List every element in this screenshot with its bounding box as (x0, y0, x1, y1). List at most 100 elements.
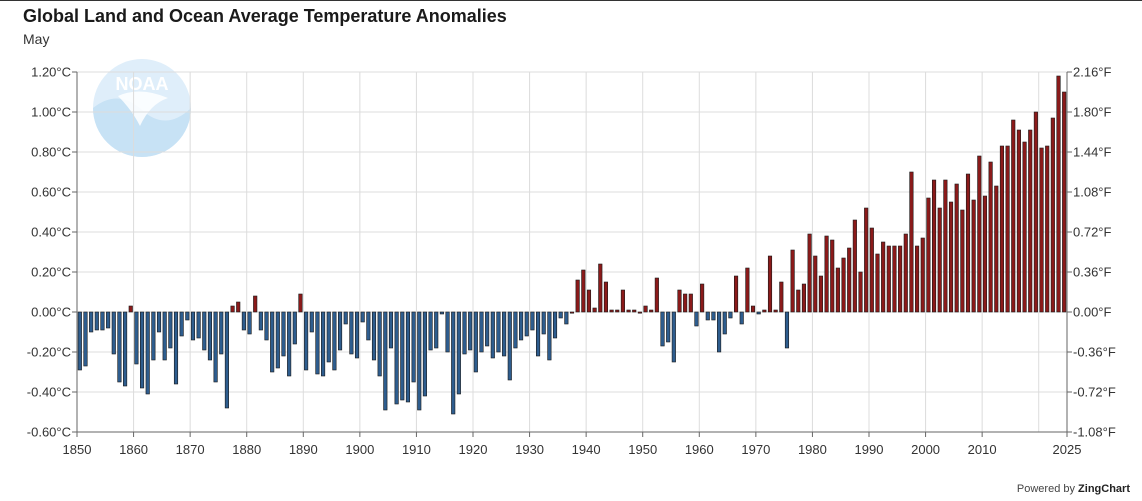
temperature-bar (688, 293, 693, 313)
temperature-bar (773, 309, 778, 313)
temperature-bar (439, 311, 444, 315)
temperature-bar (383, 311, 388, 411)
x-tick-label: 1920 (459, 442, 488, 457)
temperature-bar (185, 311, 190, 321)
x-tick-label: 1880 (232, 442, 261, 457)
temperature-bar (982, 195, 988, 313)
temperature-bar (371, 311, 377, 361)
y-tick-label-right: -0.72°F (1073, 385, 1116, 400)
temperature-bar (321, 311, 326, 377)
temperature-bar (892, 245, 897, 313)
temperature-bar (524, 311, 529, 337)
temperature-bar (558, 311, 563, 319)
temperature-bar (117, 311, 122, 383)
temperature-bar (168, 311, 173, 349)
temperature-bar (519, 311, 524, 341)
temperature-bar (609, 309, 614, 313)
temperature-bar (1039, 147, 1044, 313)
bar-series (77, 75, 1067, 415)
temperature-bar (999, 145, 1005, 313)
temperature-bar (326, 311, 331, 363)
temperature-bar (898, 245, 903, 313)
temperature-bar (377, 311, 382, 377)
x-tick-label: 2010 (968, 442, 997, 457)
temperature-bar (236, 301, 241, 313)
x-tick-label: 1980 (798, 442, 827, 457)
temperature-bar (230, 305, 235, 313)
temperature-bar (354, 311, 360, 359)
temperature-bar (886, 245, 891, 313)
temperature-bar (485, 311, 490, 347)
temperature-bar (632, 309, 637, 313)
temperature-bar (592, 307, 597, 313)
temperature-bar (807, 233, 812, 313)
temperature-bar (852, 219, 857, 313)
axes (72, 71, 1072, 437)
temperature-bar (1033, 111, 1038, 313)
temperature-bar (1011, 119, 1016, 313)
temperature-bar (287, 311, 292, 377)
temperature-bar (717, 311, 722, 353)
temperature-bar (411, 311, 416, 383)
y-tick-label-right: 1.80°F (1073, 105, 1112, 120)
temperature-bar (270, 311, 275, 373)
temperature-bar (360, 311, 365, 323)
y-axis-left-celsius: -0.60°C -0.40°C -0.20°C 0.00°C 0.20°C 0.40°C 0… (27, 65, 71, 440)
temperature-bar (337, 311, 343, 351)
y-tick-label-left: 0.20°C (31, 265, 71, 280)
temperature-bar (575, 279, 580, 313)
temperature-bar (400, 311, 405, 401)
noaa-logo: NOAA (93, 59, 191, 157)
temperature-bar (89, 311, 94, 333)
x-tick-label: 1860 (119, 442, 148, 457)
temperature-bar (247, 311, 252, 335)
powered-by-brand: ZingChart (1078, 483, 1130, 495)
temperature-bar (564, 311, 569, 325)
temperature-bar (581, 269, 586, 313)
temperature-bar (173, 311, 179, 385)
temperature-bar (1028, 129, 1033, 313)
temperature-bar (643, 305, 648, 313)
y-tick-label-left: 0.00°C (31, 305, 71, 320)
temperature-bar (145, 311, 150, 395)
temperature-bar (988, 161, 993, 313)
temperature-bar (790, 249, 795, 313)
temperature-bar (123, 311, 128, 387)
temperature-bar (417, 311, 422, 411)
temperature-bar (694, 311, 699, 327)
temperature-bar (106, 311, 111, 329)
temperature-bar (660, 311, 665, 347)
temperature-bar (151, 311, 156, 361)
temperature-bar (100, 311, 105, 331)
y-axis-right-fahrenheit: -1.08°F -0.72°F -0.36°F 0.00°F 0.36°F 0.72°F 1… (1073, 65, 1116, 440)
temperature-bar (756, 311, 761, 315)
chart-subtitle: May (23, 31, 50, 47)
temperature-bar (971, 199, 976, 313)
temperature-bar (722, 311, 727, 335)
temperature-bar (507, 311, 512, 381)
x-tick-label: 2025 (1053, 442, 1082, 457)
temperature-bar (468, 311, 473, 351)
temperature-bar (677, 289, 682, 313)
powered-by-credit[interactable]: Powered by ZingChart (1017, 483, 1130, 495)
temperature-bar (541, 311, 546, 335)
temperature-bar (298, 293, 303, 313)
temperature-bar (858, 271, 863, 313)
temperature-bar (745, 267, 750, 313)
temperature-bar (903, 233, 908, 313)
temperature-bar (654, 277, 659, 313)
y-tick-label-left: 0.60°C (31, 185, 71, 200)
temperature-bar (728, 311, 733, 319)
temperature-bar (241, 311, 246, 331)
temperature-bar (207, 311, 213, 361)
y-tick-label-left: -0.60°C (27, 425, 71, 440)
temperature-bar (405, 311, 411, 403)
temperature-bar (711, 311, 716, 321)
temperature-bar (598, 263, 603, 313)
temperature-bar (315, 311, 320, 375)
temperature-bar (750, 305, 756, 313)
temperature-bar (915, 245, 920, 313)
temperature-bar (818, 275, 823, 313)
x-tick-label: 1940 (572, 442, 601, 457)
temperature-bar (1050, 117, 1055, 313)
